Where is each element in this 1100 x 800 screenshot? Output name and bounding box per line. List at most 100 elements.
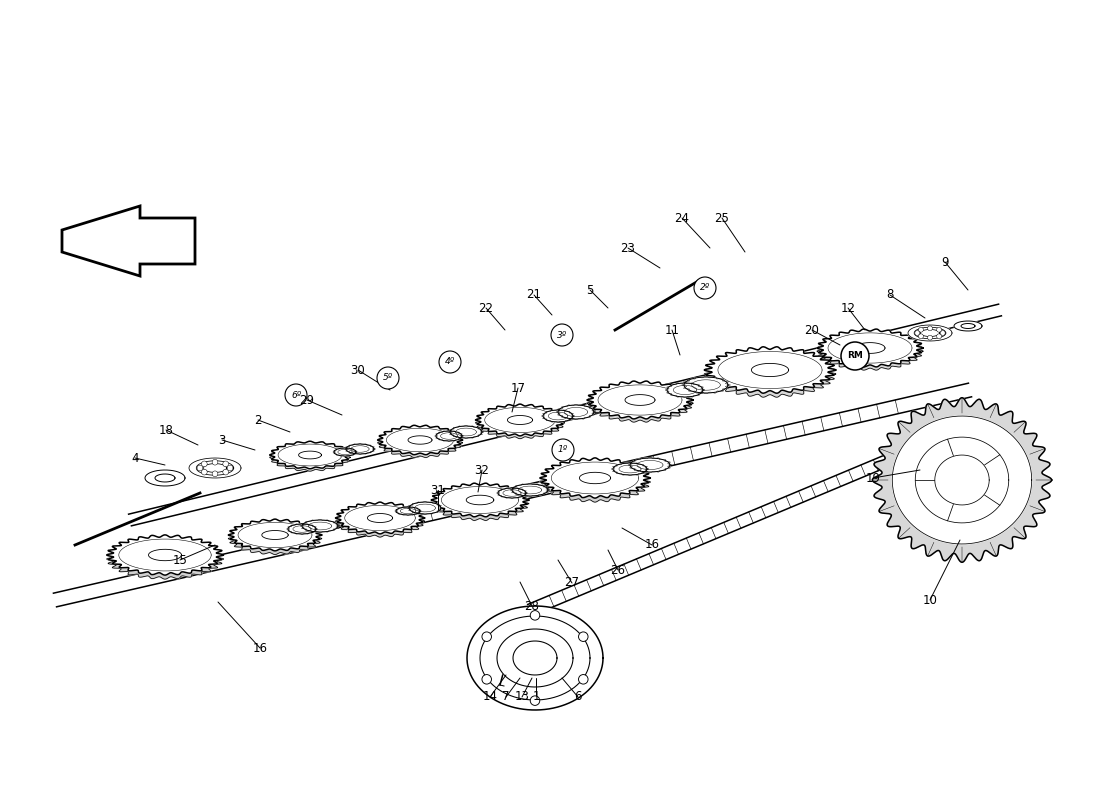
Circle shape [201,461,207,466]
Polygon shape [270,442,350,469]
Text: 6: 6 [574,690,582,703]
Text: 9: 9 [942,255,948,269]
Text: 7: 7 [503,690,509,703]
Polygon shape [480,616,590,700]
Circle shape [285,384,307,406]
Text: 2: 2 [254,414,262,426]
Text: 1º: 1º [558,446,568,454]
Text: 20: 20 [804,323,820,337]
Text: 31: 31 [430,483,446,497]
Circle shape [223,461,229,466]
Polygon shape [914,327,946,338]
Text: 25: 25 [715,211,729,225]
Text: 1: 1 [532,690,540,703]
Circle shape [439,351,461,373]
Text: 27: 27 [564,577,580,590]
Text: 5º: 5º [383,374,393,382]
Circle shape [223,470,229,475]
Polygon shape [512,484,548,496]
Text: 26: 26 [610,563,626,577]
Polygon shape [587,384,693,422]
Circle shape [530,696,540,706]
Polygon shape [288,524,316,534]
Polygon shape [961,323,975,329]
Polygon shape [468,606,603,710]
Polygon shape [915,437,1009,523]
Circle shape [694,277,716,299]
Circle shape [927,326,933,330]
Text: 18: 18 [158,423,174,437]
Polygon shape [921,330,939,337]
Text: 13: 13 [515,690,529,703]
Circle shape [212,471,218,477]
Polygon shape [431,483,529,517]
Circle shape [530,610,540,620]
Circle shape [552,439,574,461]
Polygon shape [613,463,647,475]
Text: 3: 3 [218,434,226,446]
Polygon shape [540,462,650,502]
Polygon shape [817,329,923,367]
Polygon shape [543,410,573,422]
Polygon shape [513,641,557,675]
Polygon shape [377,426,462,454]
Text: 2º: 2º [700,283,710,293]
Text: RM: RM [847,351,862,361]
Polygon shape [558,405,594,419]
Circle shape [936,327,942,332]
Polygon shape [396,507,420,515]
Circle shape [918,327,923,332]
Circle shape [197,465,202,471]
Text: 22: 22 [478,302,494,314]
Polygon shape [540,458,650,498]
Polygon shape [475,407,564,438]
Polygon shape [498,488,526,498]
Text: 32: 32 [474,463,490,477]
Text: 14: 14 [483,690,497,703]
Text: 15: 15 [173,554,187,566]
Text: 4º: 4º [446,358,455,366]
Polygon shape [346,444,374,454]
Circle shape [918,334,923,338]
Circle shape [551,324,573,346]
Circle shape [482,674,492,684]
Text: 6º: 6º [292,390,301,399]
Circle shape [927,335,933,340]
Polygon shape [107,535,223,575]
Text: 30: 30 [351,363,365,377]
Polygon shape [62,206,195,276]
Polygon shape [229,519,321,551]
Polygon shape [475,404,564,436]
Text: 29: 29 [299,394,315,406]
Polygon shape [892,416,1032,544]
Polygon shape [450,426,482,438]
Polygon shape [704,347,836,393]
Polygon shape [334,448,356,456]
Polygon shape [436,431,462,441]
Polygon shape [684,377,728,393]
Circle shape [940,330,945,335]
Circle shape [201,470,207,475]
Circle shape [842,342,869,370]
Polygon shape [817,332,923,370]
Polygon shape [145,470,185,486]
Polygon shape [155,474,175,482]
Text: 8: 8 [887,289,893,302]
Circle shape [936,334,942,338]
Polygon shape [587,381,693,419]
Text: 11: 11 [664,323,680,337]
Polygon shape [204,464,227,472]
Polygon shape [189,458,241,478]
Text: 17: 17 [510,382,526,394]
Text: 24: 24 [674,211,690,225]
Circle shape [482,632,492,642]
Text: 21: 21 [527,289,541,302]
Text: 28: 28 [525,599,539,613]
Text: 12: 12 [840,302,856,314]
Polygon shape [497,629,573,687]
Polygon shape [336,506,425,537]
Text: 16: 16 [645,538,660,551]
Polygon shape [954,321,982,331]
Polygon shape [377,428,462,458]
Text: 10: 10 [923,594,937,606]
